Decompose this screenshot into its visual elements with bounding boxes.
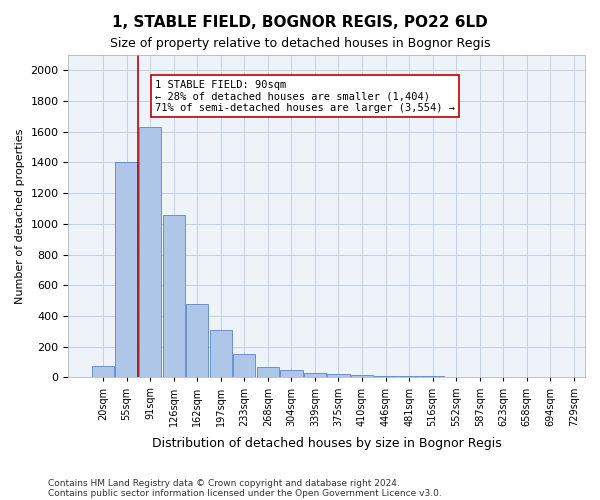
Bar [398,376,420,378]
Bar [163,214,185,378]
Text: 1, STABLE FIELD, BOGNOR REGIS, PO22 6LD: 1, STABLE FIELD, BOGNOR REGIS, PO22 6LD [112,15,488,30]
Bar [233,354,256,378]
Bar [280,370,302,378]
X-axis label: Distribution of detached houses by size in Bognor Regis: Distribution of detached houses by size … [152,437,502,450]
Bar [421,376,444,378]
Bar [351,375,373,378]
Bar [374,376,397,378]
Bar [139,127,161,378]
Bar [186,304,208,378]
Text: Contains public sector information licensed under the Open Government Licence v3: Contains public sector information licen… [48,488,442,498]
Bar [327,374,350,378]
Bar [92,366,114,378]
Bar [304,373,326,378]
Text: 1 STABLE FIELD: 90sqm
← 28% of detached houses are smaller (1,404)
71% of semi-d: 1 STABLE FIELD: 90sqm ← 28% of detached … [155,80,455,113]
Text: Size of property relative to detached houses in Bognor Regis: Size of property relative to detached ho… [110,38,490,51]
Text: Contains HM Land Registry data © Crown copyright and database right 2024.: Contains HM Land Registry data © Crown c… [48,478,400,488]
Bar [257,366,279,378]
Bar [209,330,232,378]
Y-axis label: Number of detached properties: Number of detached properties [15,128,25,304]
Bar [115,162,138,378]
